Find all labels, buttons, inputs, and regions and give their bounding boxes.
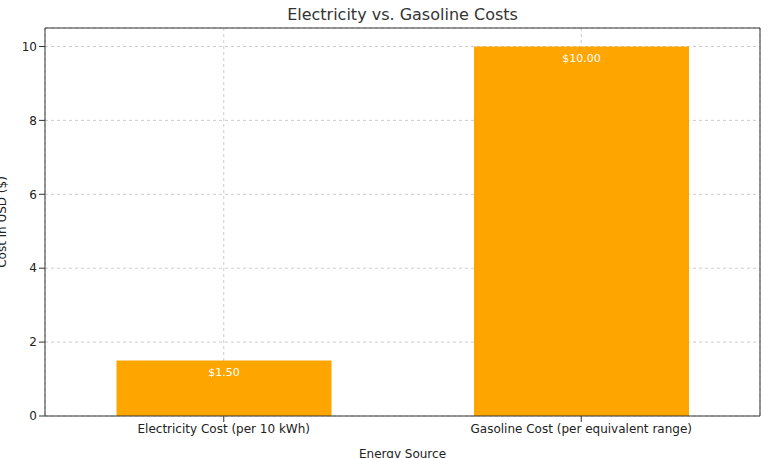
- svg-text:6: 6: [29, 188, 37, 202]
- svg-text:Energy Source: Energy Source: [359, 447, 446, 458]
- svg-text:2: 2: [29, 335, 37, 349]
- svg-text:0: 0: [29, 409, 37, 423]
- svg-text:4: 4: [29, 261, 37, 275]
- svg-text:$10.00: $10.00: [562, 52, 601, 65]
- svg-text:8: 8: [29, 114, 37, 128]
- svg-text:$1.50: $1.50: [208, 366, 240, 379]
- svg-text:Electricity Cost (per 10 kWh): Electricity Cost (per 10 kWh): [137, 422, 310, 436]
- svg-text:Gasoline Cost (per equivalent: Gasoline Cost (per equivalent range): [471, 422, 692, 436]
- svg-text:Cost in USD ($): Cost in USD ($): [8, 176, 9, 268]
- html-text:Electricity vs. Gasoline Costs: Electricity vs. Gasoline Costs: [287, 5, 518, 24]
- svg-text:10: 10: [22, 40, 37, 54]
